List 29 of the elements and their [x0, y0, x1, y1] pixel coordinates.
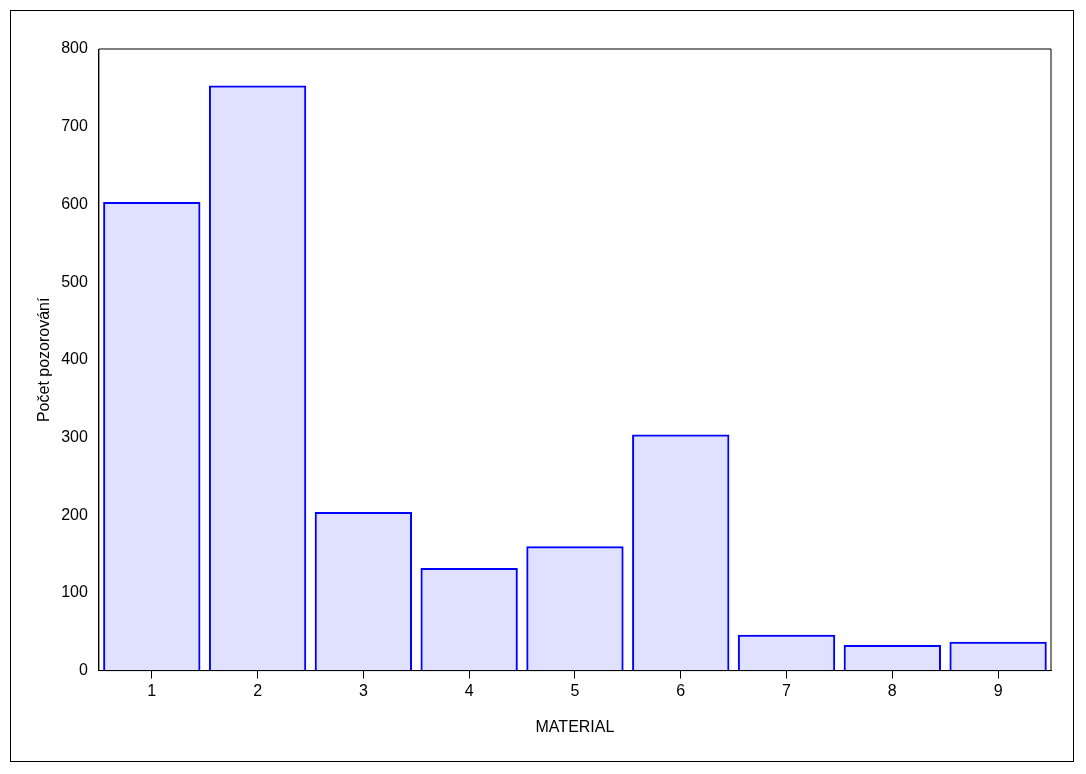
bar [737, 634, 836, 671]
bar [632, 434, 730, 671]
y-tick-label: 200 [61, 505, 88, 523]
y-tick-label: 700 [61, 117, 88, 135]
bar [103, 202, 201, 671]
y-tick-label: 800 [61, 39, 88, 57]
bar [208, 85, 307, 671]
x-tick-label: 1 [147, 681, 157, 699]
y-tick-label: 100 [61, 583, 88, 601]
x-axis-title: MATERIAL [535, 717, 615, 735]
y-tick-label: 500 [61, 272, 88, 290]
bar [843, 644, 941, 671]
y-tick-label: 300 [61, 427, 88, 445]
x-tick-label: 5 [570, 681, 580, 699]
y-tick-label: 0 [78, 661, 88, 679]
x-tick-label: 8 [887, 681, 897, 699]
y-axis-title: Počet pozorování [35, 296, 53, 423]
y-tick-label: 600 [61, 194, 88, 212]
x-tick-label: 7 [782, 681, 792, 699]
x-tick-label: 4 [464, 681, 474, 699]
x-tick-label: 3 [358, 681, 368, 699]
bar [314, 512, 413, 671]
bar [526, 546, 624, 671]
y-tick-label: 400 [61, 350, 88, 368]
x-tick-label: 9 [993, 681, 1003, 699]
bar [420, 568, 518, 671]
x-tick-label: 2 [253, 681, 263, 699]
bar [949, 641, 1047, 671]
x-tick-label: 6 [676, 681, 686, 699]
